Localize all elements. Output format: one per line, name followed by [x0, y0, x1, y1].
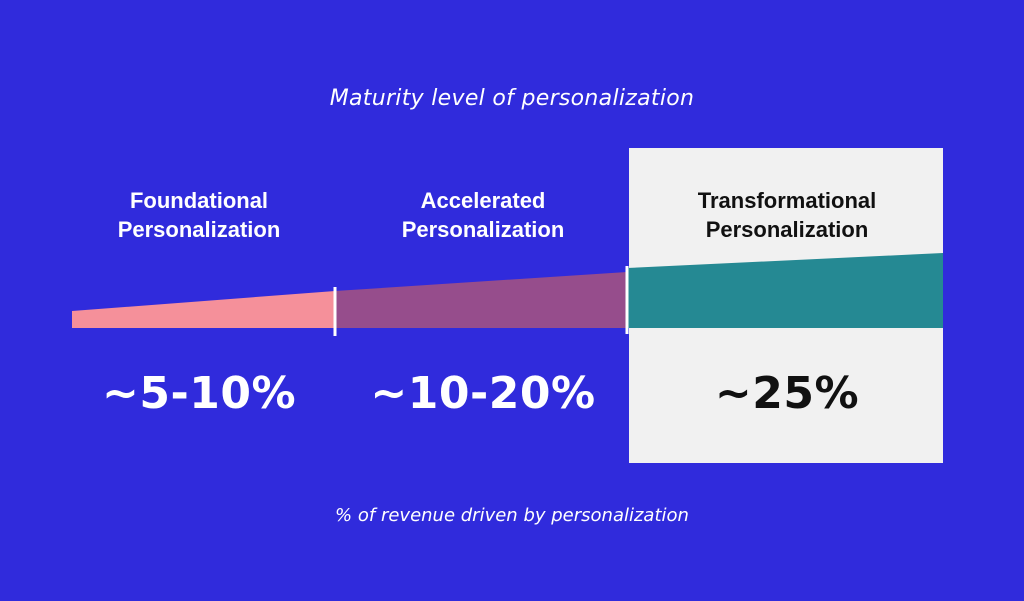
stage-label-line2: Personalization [401, 217, 565, 242]
stage-label-line1: Transformational [697, 188, 877, 213]
stage-label-line1: Foundational [129, 188, 269, 213]
stage-label-foundational: Foundational Personalization [68, 186, 330, 244]
wedge-segment-transformational [627, 253, 943, 328]
wedge-segment-accelerated [335, 272, 627, 328]
revenue-value-transformational: ~25% [714, 368, 860, 419]
revenue-value-foundational: ~5-10% [101, 368, 297, 419]
stage-label-line1: Accelerated [420, 188, 546, 213]
footer-caption: % of revenue driven by personalization [335, 505, 689, 526]
stage-label-transformational: Transformational Personalization [656, 186, 918, 244]
wedge-segment-foundational [72, 291, 335, 328]
revenue-value-accelerated: ~10-20% [370, 368, 596, 419]
diagram-title: Maturity level of personalization [329, 86, 695, 111]
stage-label-line2: Personalization [705, 217, 869, 242]
stage-label-line2: Personalization [117, 217, 281, 242]
stage-label-accelerated: Accelerated Personalization [352, 186, 614, 244]
